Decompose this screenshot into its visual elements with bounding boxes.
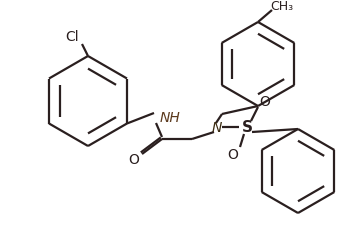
Text: N: N [212, 121, 222, 134]
Text: NH: NH [160, 110, 181, 125]
Text: O: O [129, 152, 139, 166]
Text: S: S [241, 120, 253, 135]
Text: Cl: Cl [65, 30, 79, 44]
Text: O: O [260, 94, 270, 109]
Text: CH₃: CH₃ [270, 0, 294, 13]
Text: O: O [228, 147, 238, 161]
